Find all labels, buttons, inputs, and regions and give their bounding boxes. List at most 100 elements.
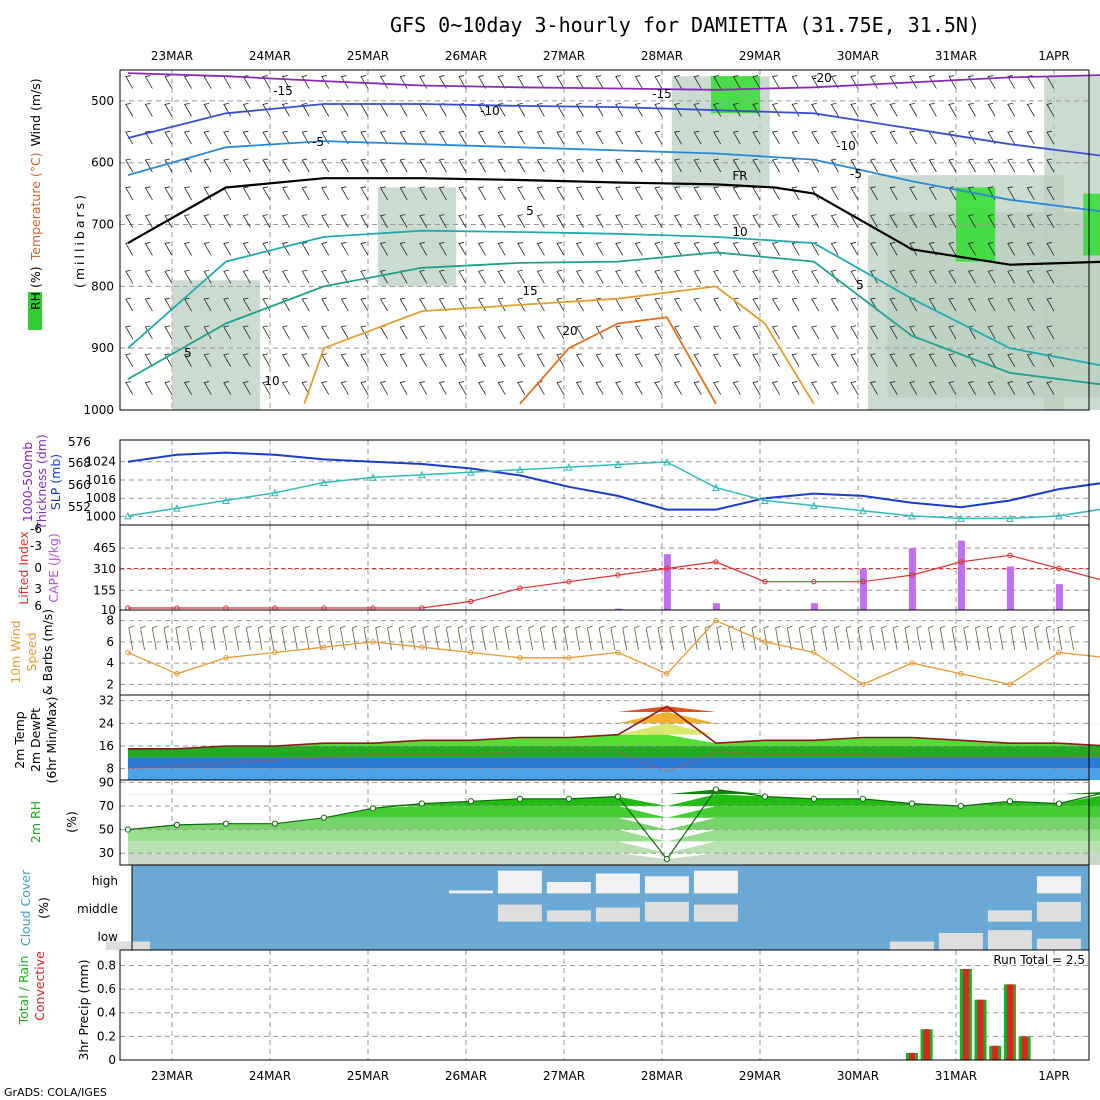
contour-label: 10 <box>264 374 279 388</box>
precip-tick-label: 0.6 <box>97 982 116 996</box>
wind-barb <box>1007 242 1016 256</box>
thickness-label-1: 1000-500mb <box>20 442 35 522</box>
wind-barb <box>967 381 976 395</box>
wind-barb <box>830 325 839 340</box>
panel-frame <box>119 69 1090 411</box>
cloud-block <box>497 904 542 922</box>
wind-barb <box>301 186 310 201</box>
wind-tick-label: 8 <box>106 614 114 628</box>
bottom-date-label: 24MAR <box>249 1069 291 1083</box>
li-marker <box>615 572 621 578</box>
li-tick-label: 0 <box>34 561 42 575</box>
wind-barb <box>477 353 486 367</box>
wind-barb <box>125 75 134 89</box>
wind-barb <box>615 130 624 145</box>
wind-barb <box>811 102 820 117</box>
rh-marker <box>516 795 524 802</box>
contour-label: 10 <box>732 225 747 239</box>
surface-wind-barb <box>257 625 264 651</box>
wind-barb <box>752 381 761 395</box>
wind-barb <box>634 297 643 312</box>
wind-barb <box>889 214 898 228</box>
li-marker <box>1056 565 1062 572</box>
temp-tick-label: 16 <box>99 739 114 753</box>
wind-barb <box>1007 75 1016 89</box>
wind-speed-marker <box>566 655 572 661</box>
wind-barb <box>693 353 702 367</box>
wind-barb <box>242 381 251 395</box>
wind-barb <box>830 75 839 89</box>
wind-barb <box>830 242 839 256</box>
surface-wind-barb <box>810 625 817 651</box>
surface-wind-barb <box>622 625 628 651</box>
wind-barb <box>967 158 976 173</box>
thickness-marker <box>1006 514 1014 522</box>
temp-tick-label: 8 <box>106 762 114 776</box>
wind-barb <box>379 269 388 284</box>
bottom-date-label: 25MAR <box>347 1069 389 1083</box>
wind-barb <box>732 242 741 256</box>
wind-barb <box>987 353 996 367</box>
thickness-marker <box>810 501 818 510</box>
surface-wind-barb <box>551 625 558 651</box>
wind-barb <box>164 353 173 367</box>
wind-barb <box>340 325 349 340</box>
wind-barb <box>987 297 996 312</box>
wind-barb <box>967 353 976 367</box>
wind-barb <box>536 102 545 117</box>
wind-barb <box>164 269 173 284</box>
wind-barb <box>340 353 349 367</box>
wind-barb <box>223 130 232 145</box>
wind-barb <box>517 269 526 284</box>
wind-barb <box>164 325 173 340</box>
wind-barb <box>732 381 741 395</box>
surface-wind-barb <box>681 625 687 651</box>
wind-barb <box>693 242 702 256</box>
wind-barb <box>654 75 663 89</box>
wind-barb <box>399 158 408 173</box>
wind-barb <box>419 186 428 201</box>
rh-tick-label: 30 <box>99 846 114 860</box>
wind-barb <box>262 353 271 367</box>
wind-barb <box>203 186 212 201</box>
wind-barb <box>732 102 741 117</box>
cloud-block <box>1036 876 1081 894</box>
cape-bar <box>908 548 916 610</box>
wind-barb <box>183 102 192 117</box>
wind-speed-marker <box>517 655 523 661</box>
wind-barb <box>889 297 898 312</box>
wind-barb <box>144 75 153 89</box>
cloud-block <box>546 910 591 922</box>
rh-tick-label: 50 <box>99 823 114 837</box>
cloud-block <box>644 876 689 894</box>
wind-barb <box>771 269 780 284</box>
wind-barb <box>967 186 976 201</box>
wind-barb <box>791 353 800 367</box>
wind-speed-marker <box>174 671 180 677</box>
wind-barb <box>615 158 624 173</box>
thickness-tick-label: 560 <box>68 478 91 492</box>
wind-barb <box>438 381 447 395</box>
precip-tick-label: 0.4 <box>97 1006 116 1020</box>
cloud-block <box>693 904 738 922</box>
wind-barb <box>1026 242 1035 256</box>
wind-barb <box>164 158 173 173</box>
wind-barb <box>281 102 290 117</box>
wind-barb <box>164 242 173 256</box>
wind-barb <box>301 130 310 145</box>
thickness-marker <box>271 488 279 497</box>
wind-barb <box>948 242 957 256</box>
contour-label: 15 <box>522 284 537 298</box>
temp-ylabel: 2m Temp 2m DewPt (6hr Min/Max) <box>12 697 59 784</box>
wind-barb <box>203 297 212 312</box>
wind-barb <box>497 102 506 117</box>
cape-bar <box>712 603 720 610</box>
wind-barb <box>791 269 800 284</box>
wind-barb <box>1046 269 1055 284</box>
wind-barb <box>615 269 624 284</box>
wind-barb <box>693 102 702 117</box>
temp-label-part: 2m Temp <box>12 711 27 768</box>
li-marker <box>517 585 523 591</box>
rh-marker <box>173 821 180 828</box>
